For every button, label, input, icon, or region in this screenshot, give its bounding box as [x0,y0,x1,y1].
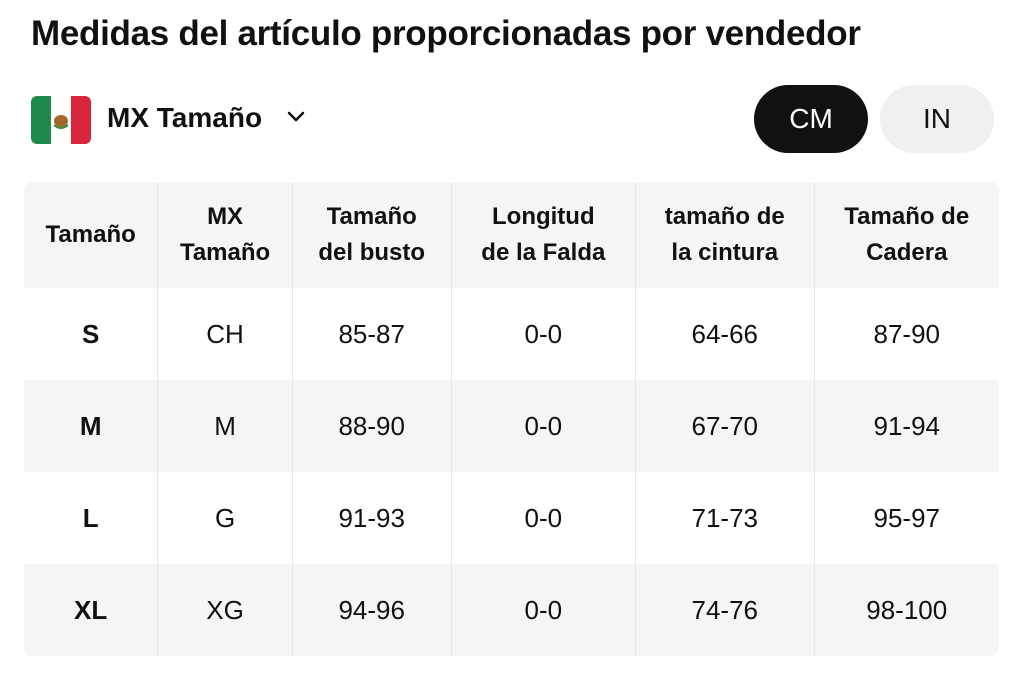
table-cell: 87-90 [813,288,999,380]
size-selector[interactable]: MX Tamaño [107,102,263,133]
table-cell: 94-96 [291,564,452,656]
table-row: L G 91-93 0-0 71-73 95-97 [24,472,999,564]
table-row: M M 88-90 0-0 67-70 91-94 [24,380,999,472]
table-cell: S [81,318,100,349]
header-line: Longitud [492,203,595,230]
table-cell: M [157,380,293,472]
header-cell: Tamaño del busto [291,182,452,288]
unit-button[interactable]: CM [754,85,868,153]
title: Medidas del artículo proporcionadas por … [31,14,861,53]
header-line: MX [207,203,244,230]
header-line: de la Falda [481,239,606,266]
table-cell: M [24,380,158,472]
table-cell: 0-0 [450,472,636,564]
unit-button[interactable]: IN [880,85,994,153]
header-line: Cadera [866,239,948,266]
table-cell: 91-93 [291,472,452,564]
table-cell: 85-87 [291,288,452,380]
table-cell: L [82,502,99,533]
table-row: XL XG 94-96 0-0 74-76 98-100 [24,564,999,656]
header-line: Tamaño de [844,203,970,230]
table-cell: 74-76 [635,564,814,656]
header-cell: MX Tamaño [157,182,293,288]
table-cell: G [157,472,293,564]
table-row: S CH 85-87 0-0 64-66 87-90 [24,288,999,380]
table-cell: CH [157,288,293,380]
table-cell: 95-97 [813,472,999,564]
table-cell: 0-0 [450,288,636,380]
table-cell: XL [24,564,158,656]
header-cell: Tamaño [24,182,158,288]
table-cell: 67-70 [635,380,814,472]
table-cell: XG [157,564,293,656]
chevron-icon[interactable] [286,110,306,124]
header-line: del busto [318,239,426,266]
header-line: Tamaño [45,221,136,248]
table-cell: 0-0 [450,564,636,656]
header-line: Tamaño [179,239,271,266]
header-cell: Tamaño de Cadera [813,182,999,288]
table-cell: 91-94 [813,380,999,472]
table-cell: 71-73 [635,472,814,564]
header-line: la cintura [671,239,779,266]
mexico-flag [31,96,91,144]
header-cell: Longitud de la Falda [450,182,636,288]
header-row: Tamaño MX Tamaño Tamaño del busto Longitud de … [24,182,999,288]
size-table: Tamaño MX Tamaño Tamaño del busto Longitud de … [24,182,999,656]
header-cell: tamaño de la cintura [635,182,814,288]
table-cell: 64-66 [635,288,814,380]
header-line: tamaño de [664,203,785,230]
table-cell: 88-90 [291,380,452,472]
header-line: Tamaño [326,203,417,230]
table-cell: 98-100 [813,564,999,656]
table-cell: 0-0 [450,380,636,472]
